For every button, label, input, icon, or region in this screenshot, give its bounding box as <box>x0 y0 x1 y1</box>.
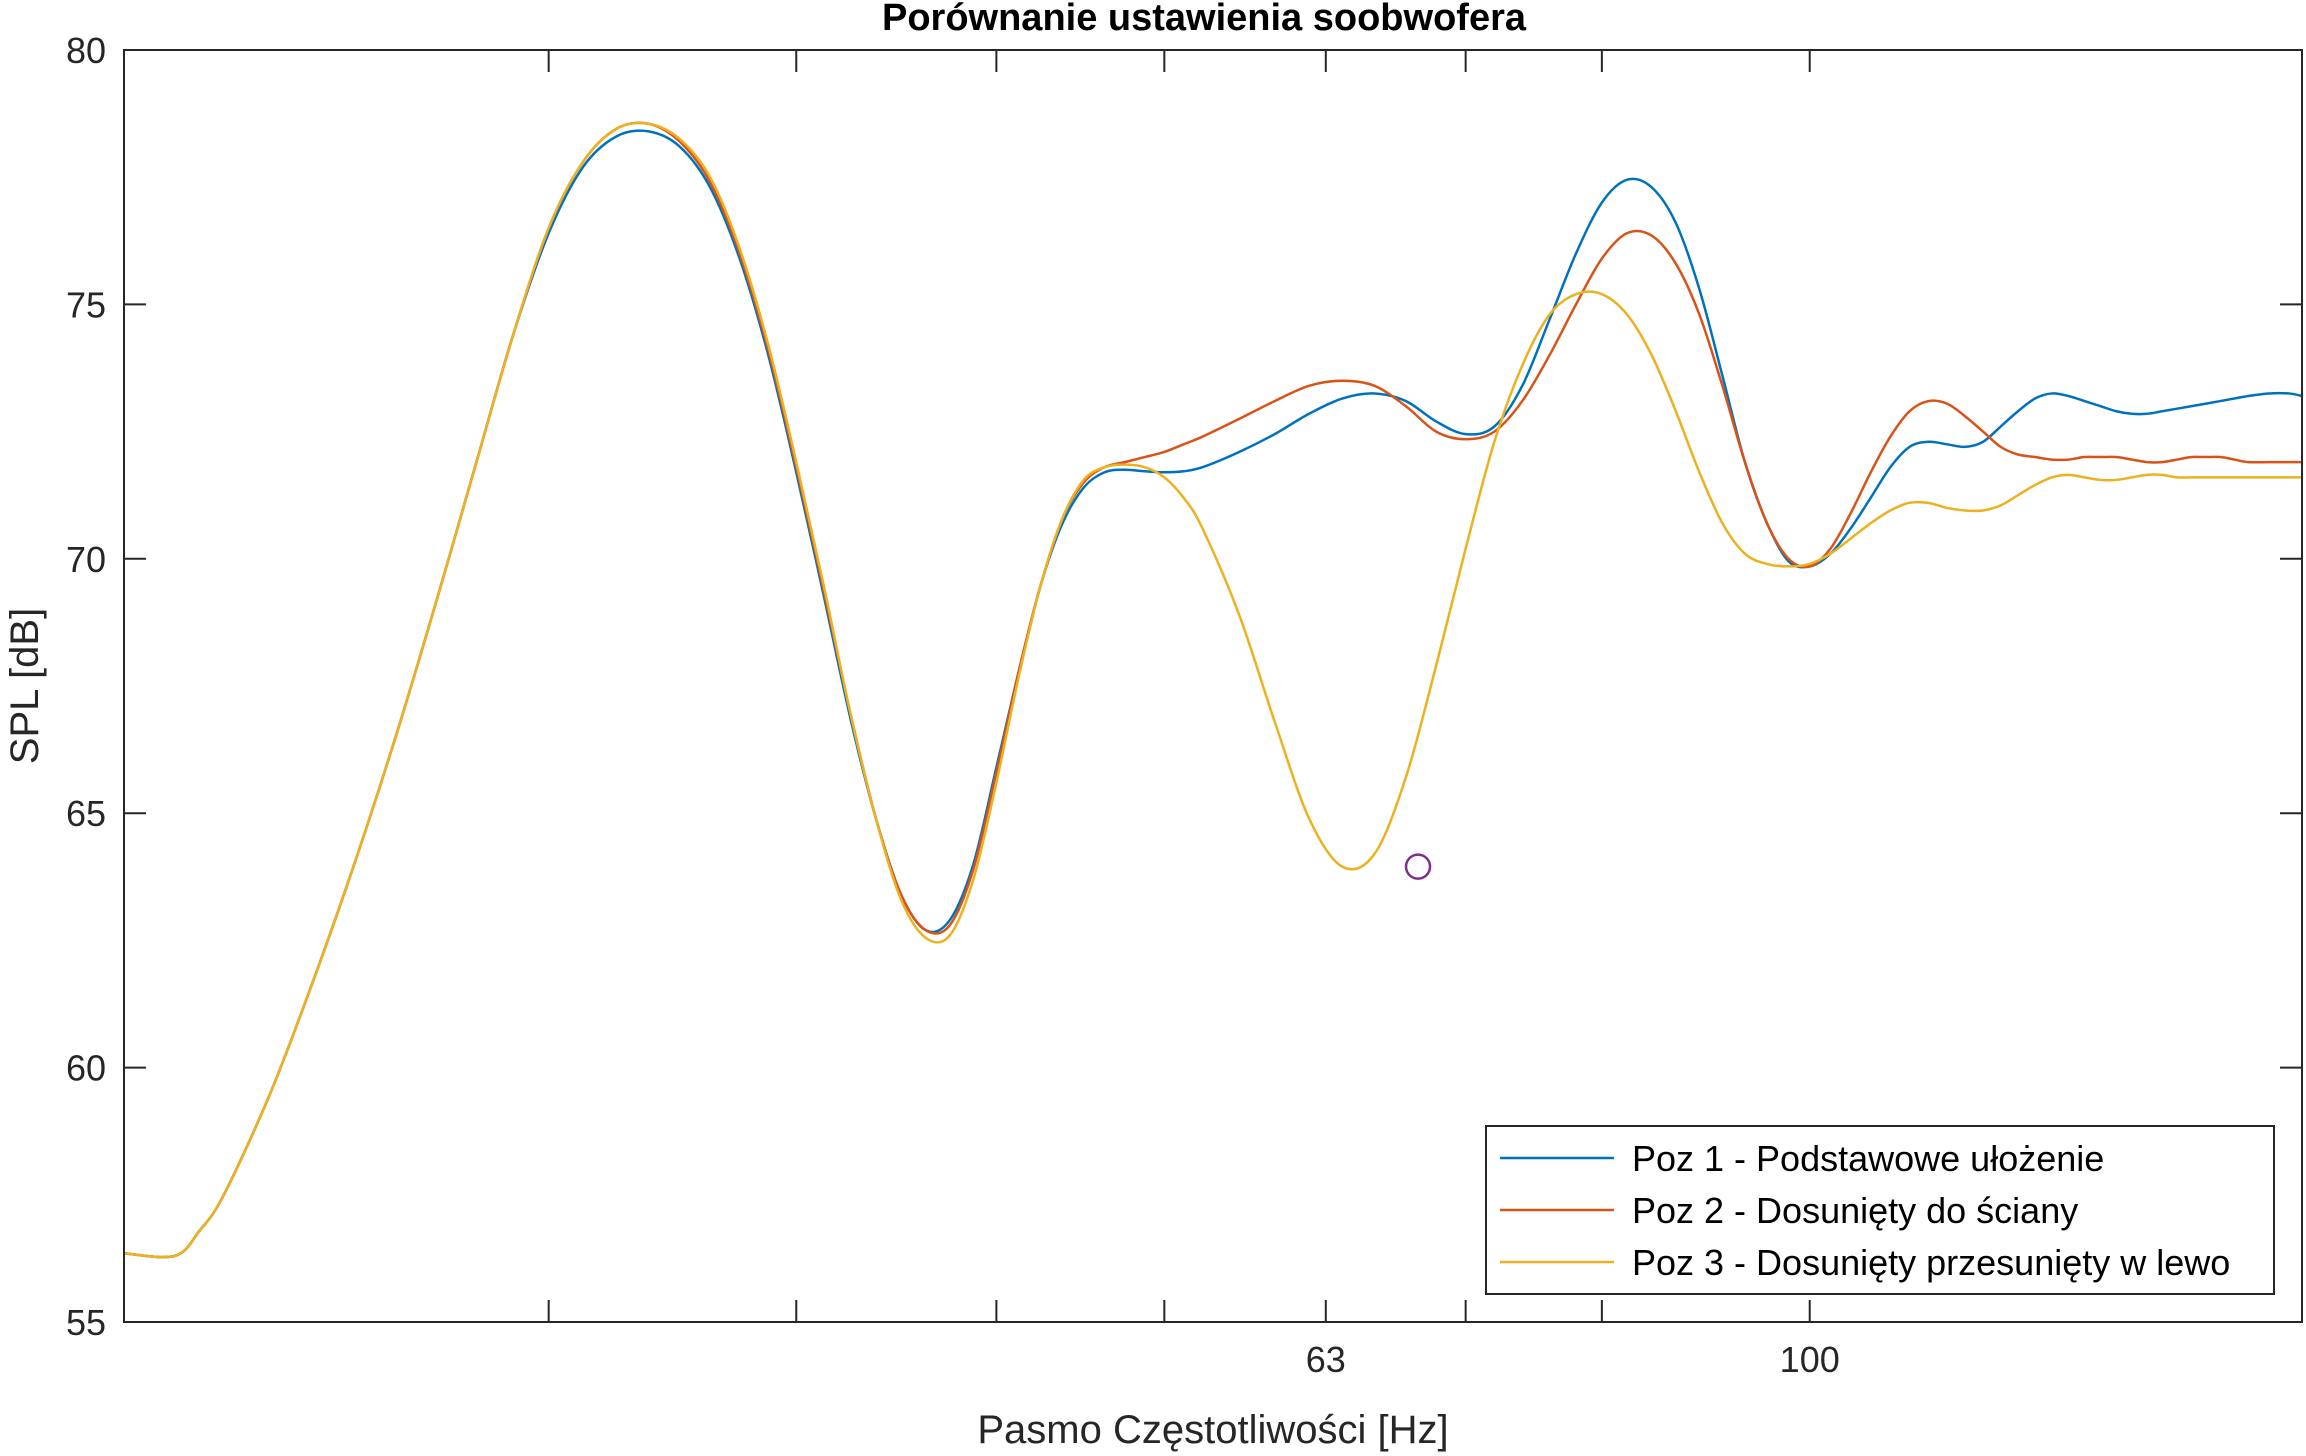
plot-frame <box>123 49 2303 1323</box>
chart-title: Porównanie ustawienia soobwofera <box>882 0 1527 39</box>
legend-label-series-3: Poz 3 - Dosunięty przesunięty w lewo <box>1632 1242 2230 1283</box>
y-tick-label: 60 <box>66 1048 106 1089</box>
y-tick-label: 75 <box>66 284 106 325</box>
y-axis-title: SPL [dB] <box>3 608 47 764</box>
plot-area <box>124 50 2302 1322</box>
x-tick-label: 100 <box>1780 1339 1840 1380</box>
y-axis: 55 60 65 70 75 80 <box>66 30 2302 1343</box>
x-axis-title: Pasmo Częstotliwości [Hz] <box>977 1408 1448 1452</box>
data-marker <box>1404 853 1432 880</box>
series-line-3 <box>123 121 2302 1259</box>
y-tick-label: 65 <box>66 793 106 834</box>
x-tick-label: 63 <box>1306 1339 1346 1380</box>
legend: Poz 1 - Podstawowe ułożenie Poz 2 - Dosu… <box>1485 1125 2275 1295</box>
y-tick-label: 70 <box>66 539 106 580</box>
legend-label-series-1: Poz 1 - Podstawowe ułożenie <box>1632 1138 2104 1179</box>
y-tick-label: 80 <box>66 30 106 71</box>
y-tick-label: 55 <box>66 1302 106 1343</box>
legend-label-series-2: Poz 2 - Dosunięty do ściany <box>1632 1190 2078 1231</box>
series-layer <box>123 121 2303 1259</box>
series-line-1 <box>123 129 2303 1259</box>
legend-box <box>1485 1125 2275 1295</box>
marker-layer <box>1404 853 1432 880</box>
x-axis: 63 100 <box>547 50 1840 1380</box>
